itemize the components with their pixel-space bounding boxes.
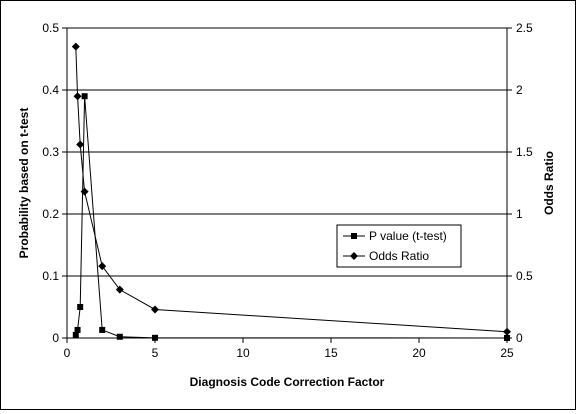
- legend-label: P value (t-test): [369, 229, 447, 243]
- right-y-tick-label: 0: [516, 331, 523, 345]
- series-square: [72, 93, 510, 341]
- axis-ticks: 0 0.1 0.2 0.3 0.4 0.5 0 0.5 1 1.5 2 2.5 0 5 10 15 20 25: [42, 21, 533, 360]
- plot-area-border: [66, 27, 508, 339]
- left-y-tick-label: 0.4: [42, 83, 59, 97]
- data-point: [152, 334, 158, 341]
- left-y-tick-label: 0.3: [42, 145, 59, 159]
- data-point: [99, 326, 106, 333]
- series-line: [75, 96, 508, 339]
- series-layer: [71, 42, 511, 341]
- x-tick-label: 25: [500, 346, 514, 360]
- data-point: [116, 333, 123, 340]
- x-tick-label: 20: [412, 346, 426, 360]
- right-y-tick-label: 2: [516, 83, 523, 97]
- data-point: [504, 335, 510, 341]
- series-line: [75, 46, 508, 333]
- series-diamond: [71, 42, 511, 336]
- left-y-tick-label: 0.1: [42, 269, 59, 283]
- legend-marker: [351, 233, 357, 239]
- data-point: [74, 326, 81, 333]
- data-point: [98, 262, 107, 271]
- data-point: [72, 331, 79, 338]
- right-y-tick-label: 0.5: [516, 269, 533, 283]
- x-axis-title: Diagnosis Code Correction Factor: [190, 375, 385, 389]
- data-point: [76, 140, 85, 149]
- right-y-tick-label: 1.5: [516, 145, 533, 159]
- left-y-tick-label: 0: [52, 331, 59, 345]
- right-y-tick-label: 1: [516, 207, 523, 221]
- legend-label: Odds Ratio: [369, 249, 429, 263]
- legend-marker: [350, 252, 358, 260]
- data-point: [503, 327, 511, 336]
- legend-box: [336, 224, 462, 268]
- left-y-tick-label: 0.5: [42, 21, 59, 35]
- data-point: [71, 42, 80, 51]
- data-point: [77, 304, 84, 310]
- data-point: [115, 285, 124, 294]
- left-y-axis-title: Probability based on t-test: [17, 108, 31, 259]
- x-tick-label: 15: [324, 346, 338, 360]
- x-tick-label: 0: [64, 346, 71, 360]
- x-tick-label: 10: [236, 346, 250, 360]
- data-point: [80, 187, 89, 196]
- data-point: [73, 92, 82, 101]
- right-y-tick-label: 2.5: [516, 21, 533, 35]
- left-y-tick-label: 0.2: [42, 207, 59, 221]
- data-point: [81, 93, 88, 100]
- gridlines: [67, 89, 507, 277]
- legend: P value (t-test) Odds Ratio: [336, 224, 462, 268]
- data-point: [151, 305, 159, 314]
- x-tick-label: 5: [152, 346, 159, 360]
- right-y-axis-title: Odds Ratio: [542, 151, 556, 215]
